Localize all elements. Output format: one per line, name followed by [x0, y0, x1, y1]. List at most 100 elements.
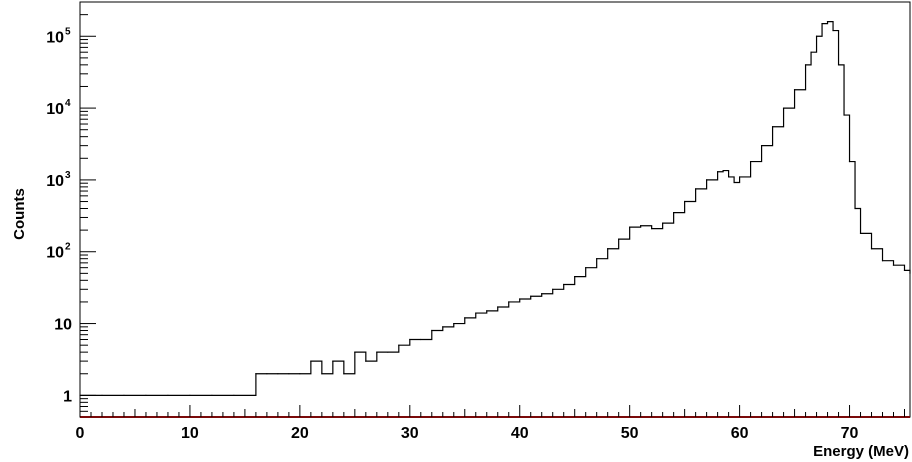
data-point [387, 351, 389, 353]
data-point [541, 293, 543, 295]
data-point [497, 306, 499, 308]
x-tick-label: 70 [841, 425, 859, 442]
data-point [277, 373, 279, 375]
data-point [629, 226, 631, 228]
data-point [332, 360, 334, 362]
data-point [101, 394, 103, 396]
data-point [793, 89, 796, 91]
data-point [475, 312, 477, 314]
x-tick-label: 0 [76, 425, 85, 442]
data-point [854, 207, 856, 210]
data-point [832, 29, 834, 32]
data-point [255, 373, 257, 375]
data-point [760, 145, 763, 147]
data-point [717, 171, 719, 173]
plot-frame [79, 1, 911, 418]
data-point [695, 188, 697, 190]
data-point [508, 301, 510, 303]
data-point [821, 23, 823, 25]
data-point [837, 64, 840, 66]
data-point [662, 222, 664, 224]
data-series [79, 21, 911, 396]
data-point [815, 35, 818, 37]
data-point [909, 272, 911, 274]
x-axis-label: Energy (MeV) [813, 443, 909, 460]
y-tick-label: 10 [46, 101, 64, 118]
x-tick-label: 40 [511, 425, 529, 442]
data-point [706, 179, 708, 181]
data-point [585, 267, 587, 269]
data-point [431, 329, 433, 332]
data-point [870, 248, 873, 250]
data-point [365, 360, 367, 362]
data-point [843, 114, 845, 116]
x-ticks: 0 10 20 30 40 50 60 70 [76, 405, 906, 442]
data-point [859, 232, 862, 235]
y-tick-exponent: 2 [65, 242, 71, 253]
data-point [651, 227, 653, 230]
data-point [574, 276, 576, 278]
data-point [266, 373, 268, 375]
data-point [343, 373, 345, 375]
data-point [771, 126, 774, 128]
data-point [596, 258, 598, 260]
data-point [673, 212, 675, 214]
data-point [233, 394, 235, 396]
y-tick-label: 10 [46, 245, 64, 262]
data-point [848, 160, 851, 163]
y-axis-label: Counts [11, 188, 28, 240]
data-point [684, 200, 686, 203]
data-point [810, 51, 812, 53]
data-point [607, 248, 609, 250]
data-point [420, 338, 422, 341]
x-tick-label: 50 [621, 425, 639, 442]
y-tick-exponent: 3 [65, 170, 71, 181]
data-point [519, 298, 521, 300]
data-point [453, 322, 455, 325]
data-point [79, 394, 81, 396]
y-tick-label: 10 [46, 173, 64, 190]
data-point [640, 225, 642, 227]
data-point [376, 351, 378, 353]
y-tick-exponent: 5 [65, 26, 71, 37]
data-point [749, 160, 752, 163]
y-tick-exponent: 4 [65, 98, 71, 109]
data-point [739, 176, 741, 178]
data-point [563, 283, 565, 286]
data-point [321, 373, 323, 375]
data-point [310, 360, 312, 362]
data-point [892, 264, 895, 266]
data-point [123, 394, 125, 396]
x-tick-label: 60 [731, 425, 749, 442]
data-point [804, 64, 807, 66]
data-point [728, 176, 730, 178]
data-point [618, 238, 620, 240]
data-point [167, 394, 169, 396]
data-point [782, 107, 785, 109]
data-point [211, 394, 213, 396]
data-point [288, 373, 290, 375]
data-point [881, 260, 884, 262]
data-point [442, 326, 444, 328]
data-point [486, 310, 488, 312]
data-point [464, 317, 466, 319]
y-tick-label: 1 [63, 388, 72, 405]
data-point [722, 169, 724, 172]
data-point [145, 394, 147, 396]
data-point [189, 394, 191, 396]
data-point [733, 181, 735, 184]
y-tick-label: 10 [46, 29, 64, 46]
data-point [530, 295, 532, 297]
spectrum-line [80, 21, 911, 396]
data-point [409, 338, 411, 341]
x-tick-label: 30 [401, 425, 419, 442]
data-point [354, 351, 356, 353]
data-point [826, 21, 829, 23]
data-point [552, 288, 554, 290]
data-point [398, 344, 400, 346]
data-point [903, 269, 906, 271]
y-tick-label: 10 [54, 317, 72, 334]
x-tick-label: 20 [291, 425, 309, 442]
